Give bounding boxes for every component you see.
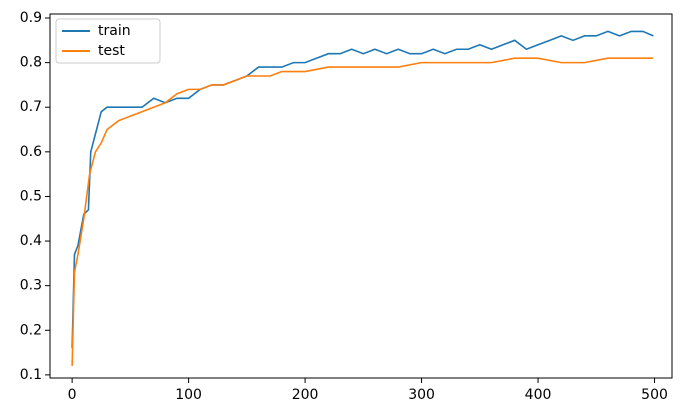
- y-tick-label: 0.8: [20, 55, 42, 71]
- legend-label: train: [98, 23, 131, 39]
- y-tick-label: 0.1: [20, 367, 42, 383]
- series-line: [71, 57, 654, 366]
- x-tick-label: 100: [175, 387, 202, 403]
- x-tick-label: 0: [68, 387, 77, 403]
- x-tick-label: 400: [525, 387, 552, 403]
- legend-label: test: [98, 43, 125, 59]
- y-tick-label: 0.3: [20, 278, 42, 294]
- series-line: [71, 30, 654, 349]
- y-tick-label: 0.4: [20, 233, 42, 249]
- y-tick-label: 0.2: [20, 322, 42, 338]
- y-tick-label: 0.6: [20, 144, 42, 160]
- x-tick-label: 300: [408, 387, 435, 403]
- x-tick-label: 200: [292, 387, 319, 403]
- y-tick-label: 0.7: [20, 99, 42, 115]
- y-tick-label: 0.5: [20, 188, 42, 204]
- y-tick-label: 0.9: [20, 10, 42, 26]
- plot-frame: [49, 13, 673, 379]
- x-tick-label: 500: [641, 387, 668, 403]
